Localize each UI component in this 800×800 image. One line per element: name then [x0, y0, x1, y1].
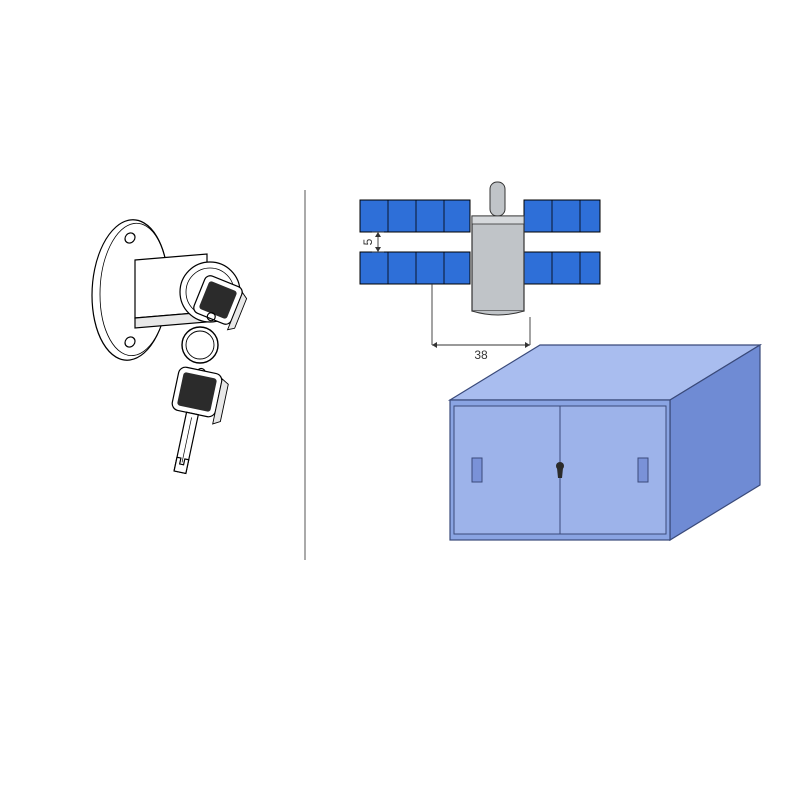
- rail-bottom-right: [524, 252, 600, 284]
- lock-body: [472, 216, 524, 311]
- cabinet-door-left: [454, 406, 560, 534]
- rail-top-left: [360, 200, 470, 232]
- rail-top-right: [524, 200, 600, 232]
- lock-bolt: [490, 182, 505, 216]
- door-handle-right: [638, 458, 648, 482]
- rail-bottom-left: [360, 252, 470, 284]
- cabinet-door-right: [560, 406, 666, 534]
- key-grip-icon: [177, 372, 217, 412]
- dim-width-value: 38: [474, 348, 488, 362]
- cabinet-drawing: [450, 345, 760, 540]
- door-handle-left: [472, 458, 482, 482]
- dim-gap-value: 5: [361, 238, 375, 245]
